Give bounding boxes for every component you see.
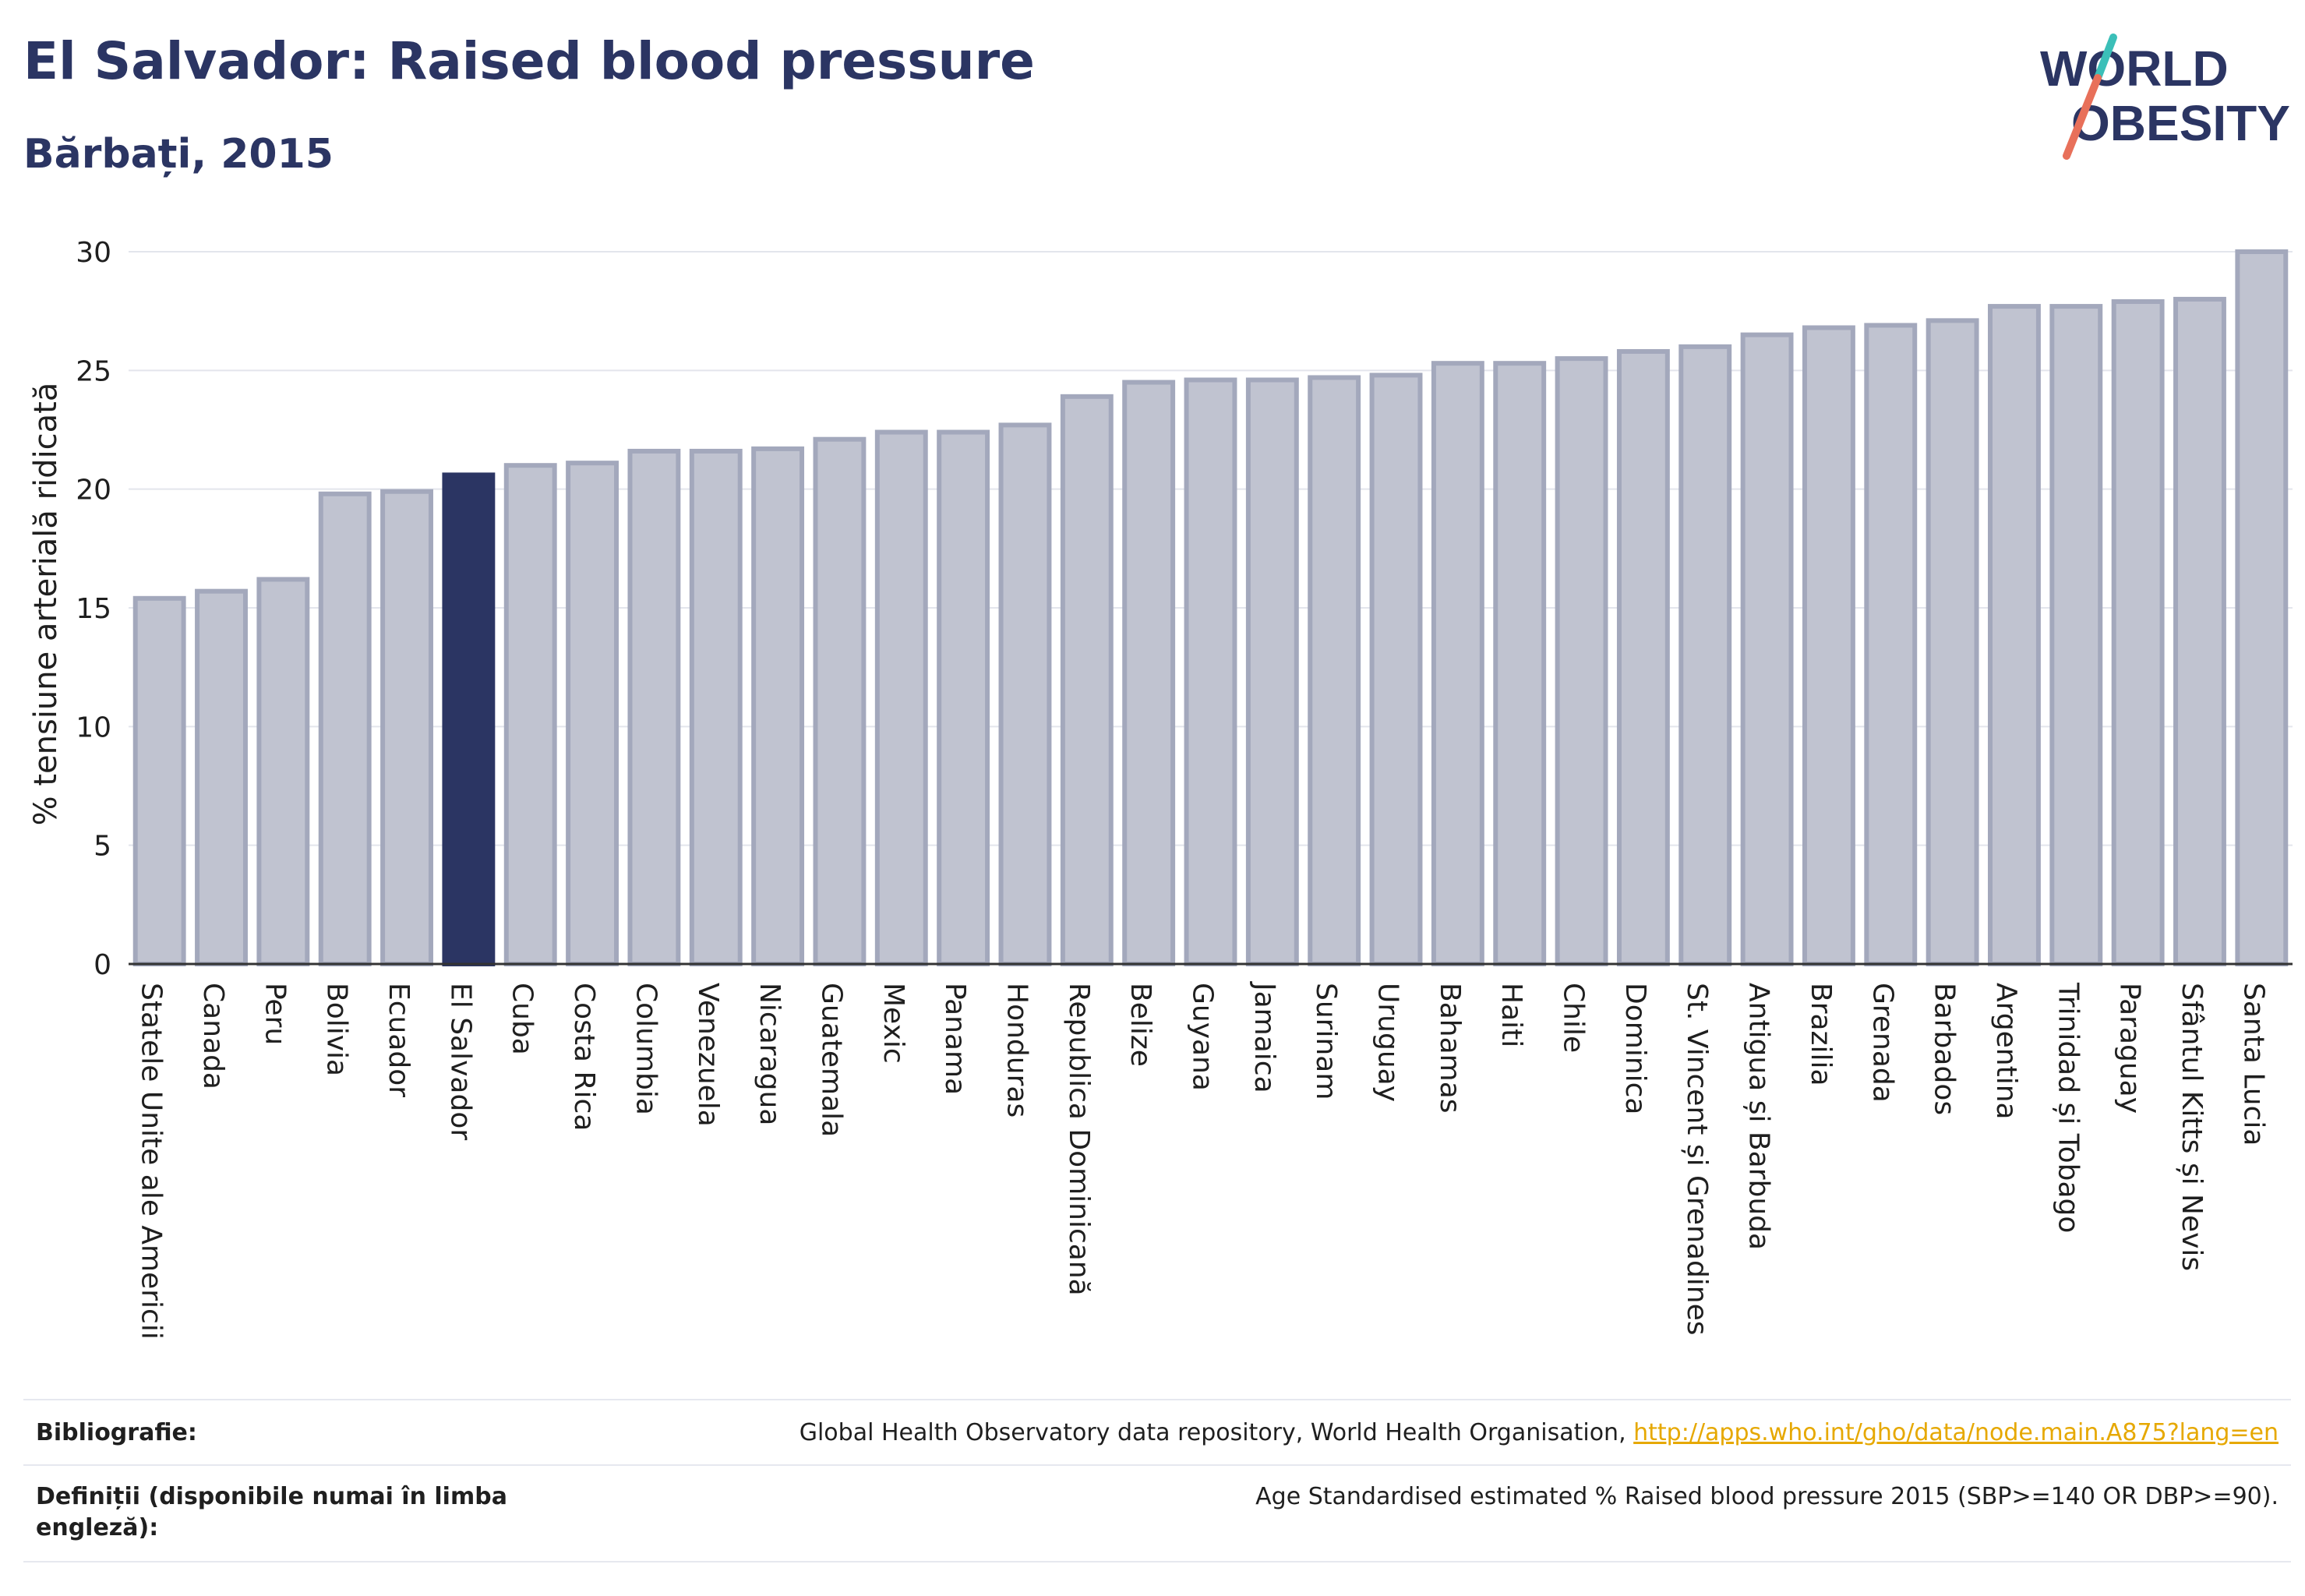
axes: 0 5 10 15 20 25 30 Statele Unite ale Americii Ca… — [76, 237, 2293, 1340]
x-tick-label: Venezuela — [692, 983, 724, 1127]
bar[interactable] — [318, 491, 372, 966]
x-tick-label: Barbados — [1929, 983, 1961, 1115]
logo-text-world: WORLD — [2040, 41, 2229, 97]
footer-bottom-divider — [23, 1561, 2291, 1562]
bar[interactable] — [195, 588, 248, 966]
bar[interactable] — [998, 422, 1052, 966]
bar[interactable] — [1864, 323, 1918, 966]
x-tick-label: Surinam — [1310, 983, 1342, 1100]
logo-slash-coral — [2063, 74, 2102, 160]
bar-chart: 0 5 10 15 20 25 30 Statele Unite ale Americii Ca… — [28, 237, 2293, 1340]
x-tick-label: Trinidad și Tobago — [2052, 982, 2084, 1233]
chart-title: El Salvador: Raised blood pressure — [23, 31, 1035, 91]
x-tick-label: Dominica — [1619, 983, 1651, 1115]
bar[interactable] — [1988, 304, 2041, 967]
y-tick-label: 20 — [76, 475, 111, 507]
bar[interactable] — [2235, 249, 2289, 966]
bibliography-row: Bibliografie: Global Health Observatory … — [23, 1399, 2291, 1466]
bar[interactable] — [874, 429, 928, 966]
x-tick-label: Sfântul Kitts și Nevis — [2176, 983, 2208, 1271]
y-tick-label: 30 — [76, 237, 111, 269]
x-tick-label: Jamaica — [1248, 981, 1280, 1093]
x-tick-label: Guyana — [1187, 983, 1219, 1091]
x-tick-label: Ecuador — [383, 983, 415, 1097]
x-tick-label: Argentina — [1990, 983, 2022, 1120]
bar[interactable] — [566, 461, 619, 966]
bar[interactable] — [813, 436, 867, 966]
bar[interactable] — [937, 429, 990, 966]
x-tick-label: El Salvador — [444, 983, 476, 1140]
definitions-label: Definiții (disponibile numai în limba en… — [36, 1483, 507, 1541]
bar[interactable] — [380, 489, 433, 966]
bar-highlighted[interactable] — [442, 472, 496, 966]
bar[interactable] — [2049, 304, 2103, 967]
bar[interactable] — [256, 577, 310, 966]
x-tick-label: Santa Lucia — [2237, 983, 2269, 1146]
bar[interactable] — [2111, 298, 2165, 967]
x-tick-label: Costa Rica — [568, 983, 600, 1131]
bar[interactable] — [1431, 361, 1484, 966]
y-axis-label: % tensiune arterială ridicată — [28, 383, 64, 826]
bar[interactable] — [1122, 380, 1176, 967]
x-tick-label: Honduras — [1001, 983, 1032, 1118]
x-tick-label: Paraguay — [2114, 983, 2146, 1114]
logo-slash-teal — [2094, 34, 2117, 82]
bar[interactable] — [1369, 373, 1423, 966]
x-tick-label: Brazilia — [1805, 983, 1837, 1086]
logo-text-obesity: OBESITY — [2071, 95, 2290, 151]
x-tick-label: Uruguay — [1372, 983, 1404, 1102]
x-tick-label: Bolivia — [321, 983, 353, 1076]
x-tick-label: Peru — [259, 983, 291, 1045]
y-tick-label: 10 — [76, 711, 111, 743]
y-tick-label: 25 — [76, 355, 111, 387]
y-tick-label: 0 — [94, 949, 111, 981]
bar[interactable] — [503, 463, 557, 966]
bar[interactable] — [689, 448, 743, 966]
x-tick-label: Haiti — [1495, 983, 1527, 1047]
y-tick-label: 5 — [94, 831, 111, 863]
x-tick-label: Statele Unite ale Americii — [136, 983, 168, 1340]
bar[interactable] — [1308, 375, 1361, 966]
x-tick-label: Guatemala — [815, 983, 847, 1137]
x-tick-label: Canada — [197, 983, 229, 1089]
chart-subtitle: Bărbați, 2015 — [23, 131, 334, 178]
bar[interactable] — [627, 448, 681, 966]
bibliography-label: Bibliografie: — [36, 1419, 197, 1446]
bar[interactable] — [1493, 361, 1547, 966]
x-tick-label: Grenada — [1866, 983, 1898, 1103]
bar[interactable] — [1926, 318, 1979, 966]
bars — [132, 249, 2289, 967]
bar[interactable] — [1184, 377, 1237, 966]
x-tick-label: Cuba — [507, 983, 538, 1055]
x-tick-label: Chile — [1558, 983, 1590, 1053]
y-tick-label: 15 — [76, 593, 111, 625]
bar[interactable] — [1060, 394, 1114, 966]
bar[interactable] — [1678, 344, 1732, 967]
x-tick-label: Antigua și Barbuda — [1743, 983, 1775, 1250]
bibliography-text: Global Health Observatory data repositor… — [799, 1419, 1634, 1446]
bar[interactable] — [1802, 325, 1855, 966]
x-tick-label: Nicaragua — [754, 983, 785, 1125]
definitions-row: Definiții (disponibile numai în limba en… — [23, 1464, 2291, 1562]
bibliography-link[interactable]: http://apps.who.int/gho/data/node.main.A… — [1633, 1419, 2279, 1446]
bar[interactable] — [2173, 296, 2226, 966]
x-tick-label: Mexic — [877, 983, 909, 1064]
x-tick-label: Republica Dominicană — [1063, 983, 1095, 1296]
definitions-value: Age Standardised estimated % Raised bloo… — [1255, 1483, 2279, 1510]
x-tick-label: Panama — [939, 983, 971, 1095]
world-obesity-logo: WORLD OBESITY — [2040, 34, 2290, 160]
x-tick-label: Columbia — [630, 983, 662, 1115]
x-tick-label: St. Vincent și Grenadines — [1681, 983, 1713, 1336]
bar[interactable] — [1245, 377, 1299, 966]
bar[interactable] — [132, 595, 186, 967]
x-tick-label: Bahamas — [1434, 983, 1466, 1114]
bar[interactable] — [1740, 332, 1794, 966]
bar[interactable] — [1555, 356, 1608, 967]
x-tick-label: Belize — [1124, 983, 1156, 1067]
bar[interactable] — [1616, 348, 1670, 966]
bar[interactable] — [751, 446, 805, 966]
bibliography-value: Global Health Observatory data repositor… — [800, 1418, 2279, 1449]
